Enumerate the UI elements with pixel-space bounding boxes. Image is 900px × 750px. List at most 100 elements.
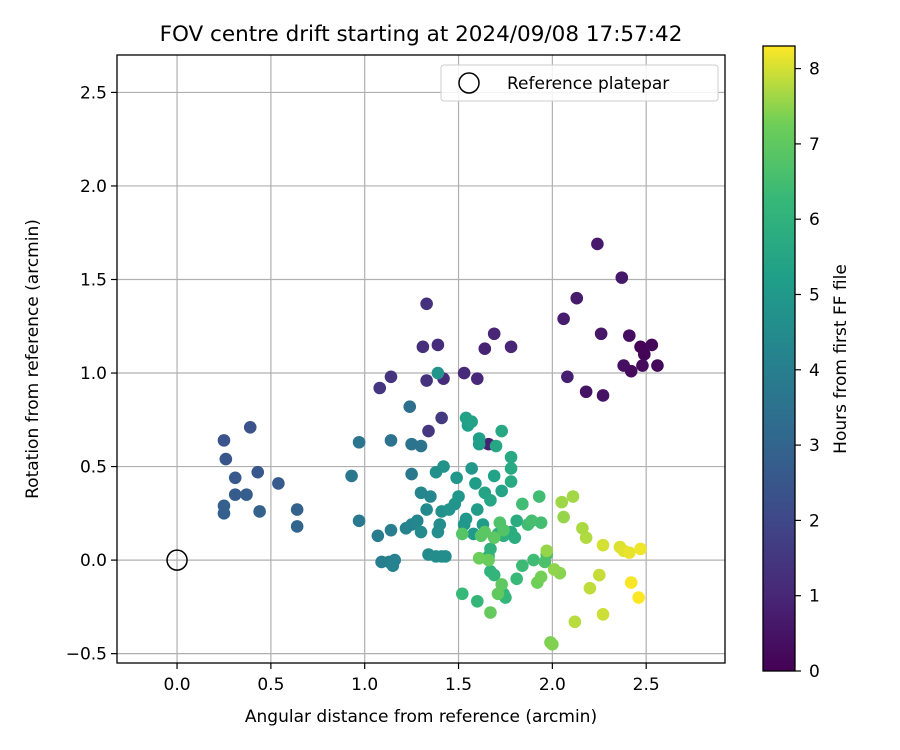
data-point	[414, 525, 428, 539]
x-axis: 0.0 0.5 1.0 1.5 2.0 2.5	[164, 663, 660, 695]
y-tick-label: −0.5	[66, 645, 107, 665]
x-tick-label: 1.0	[351, 675, 378, 695]
data-point	[510, 572, 524, 586]
data-point	[403, 400, 417, 414]
data-point	[532, 490, 546, 503]
data-point	[384, 434, 398, 447]
x-tick-label: 0.5	[257, 675, 284, 695]
data-point	[622, 329, 636, 342]
data-point	[228, 471, 242, 485]
legend: Reference platepar	[440, 64, 719, 102]
data-point	[470, 372, 484, 385]
data-point	[465, 415, 478, 428]
data-point	[504, 450, 518, 464]
data-point	[484, 606, 497, 619]
data-point	[373, 381, 387, 395]
data-points	[217, 237, 664, 651]
y-axis: −0.5 0.0 0.5 1.0 1.5 2.0 2.5	[66, 83, 117, 665]
data-point	[645, 338, 659, 352]
y-tick-label: 2.0	[80, 177, 107, 197]
colorbar-ticks: 0 1 2 3 4 5 6 7 8	[795, 60, 820, 682]
data-point	[290, 520, 304, 533]
data-point	[420, 297, 433, 311]
colorbar-tick-label: 1	[809, 587, 820, 607]
data-point	[516, 559, 529, 573]
data-point	[504, 462, 518, 475]
data-point	[596, 389, 610, 402]
data-point	[470, 503, 484, 516]
data-point	[487, 531, 501, 544]
legend-box	[440, 64, 719, 102]
data-point	[538, 555, 552, 569]
y-tick-label: 0.5	[80, 458, 107, 478]
data-point	[579, 531, 593, 544]
data-point	[217, 507, 231, 520]
data-point	[431, 366, 445, 380]
data-point	[617, 359, 630, 372]
x-axis-label: Angular distance from reference (arcmin)	[245, 707, 597, 727]
y-tick-label: 2.5	[80, 83, 107, 103]
chart-title: FOV centre drift starting at 2024/09/08 …	[160, 22, 683, 47]
data-point	[352, 435, 366, 449]
data-point	[615, 271, 629, 284]
colorbar-tick-label: 2	[809, 511, 820, 531]
y-axis-label: Rotation from reference (arcmin)	[23, 219, 43, 499]
data-point	[570, 291, 584, 305]
data-point	[384, 523, 398, 537]
x-tick-label: 2.0	[539, 675, 566, 695]
data-point	[405, 467, 418, 481]
data-point	[251, 465, 265, 479]
data-point	[219, 452, 233, 466]
data-point	[424, 490, 437, 503]
data-point	[452, 490, 465, 503]
colorbar-tick-label: 7	[809, 135, 820, 155]
data-point	[422, 424, 435, 438]
data-point	[591, 237, 604, 251]
data-point	[555, 495, 569, 509]
data-point	[405, 437, 418, 451]
x-tick-label: 0.0	[164, 675, 191, 695]
data-point	[487, 568, 501, 582]
data-point	[469, 477, 482, 490]
colorbar-tick-label: 3	[809, 436, 820, 456]
data-point	[634, 542, 647, 556]
data-point	[420, 503, 433, 516]
data-point	[504, 475, 518, 488]
reference-marker	[166, 549, 188, 571]
data-point	[386, 559, 400, 573]
y-tick-label: 0.0	[80, 551, 107, 571]
data-point	[482, 553, 495, 567]
data-point	[561, 370, 574, 384]
data-point	[455, 587, 469, 601]
data-point	[487, 469, 501, 483]
data-point	[495, 424, 508, 438]
data-point	[472, 432, 486, 445]
colorbar-tick-label: 5	[809, 285, 820, 305]
data-point	[557, 510, 570, 524]
data-point	[534, 516, 548, 529]
colorbar-label: Hours from first FF file	[831, 264, 851, 454]
data-point	[508, 531, 522, 544]
data-point	[290, 503, 304, 516]
data-point	[568, 615, 582, 629]
data-point	[253, 505, 266, 518]
data-point	[243, 420, 257, 434]
y-tick-label: 1.5	[80, 270, 107, 290]
data-point	[470, 594, 484, 608]
colorbar-tick-label: 6	[809, 210, 820, 230]
data-point	[487, 327, 501, 341]
data-point	[546, 637, 559, 651]
data-point	[596, 538, 610, 552]
data-point	[472, 551, 486, 565]
data-point	[540, 544, 554, 558]
y-tick-label: 1.0	[80, 364, 107, 384]
data-point	[592, 568, 606, 582]
data-point	[384, 370, 398, 384]
legend-entry-reference: Reference platepar	[507, 74, 669, 94]
data-point	[416, 340, 430, 354]
data-point	[439, 550, 452, 563]
data-point	[371, 529, 385, 543]
colorbar-tick-label: 0	[809, 662, 820, 682]
data-point	[345, 469, 358, 483]
data-point	[579, 385, 593, 399]
